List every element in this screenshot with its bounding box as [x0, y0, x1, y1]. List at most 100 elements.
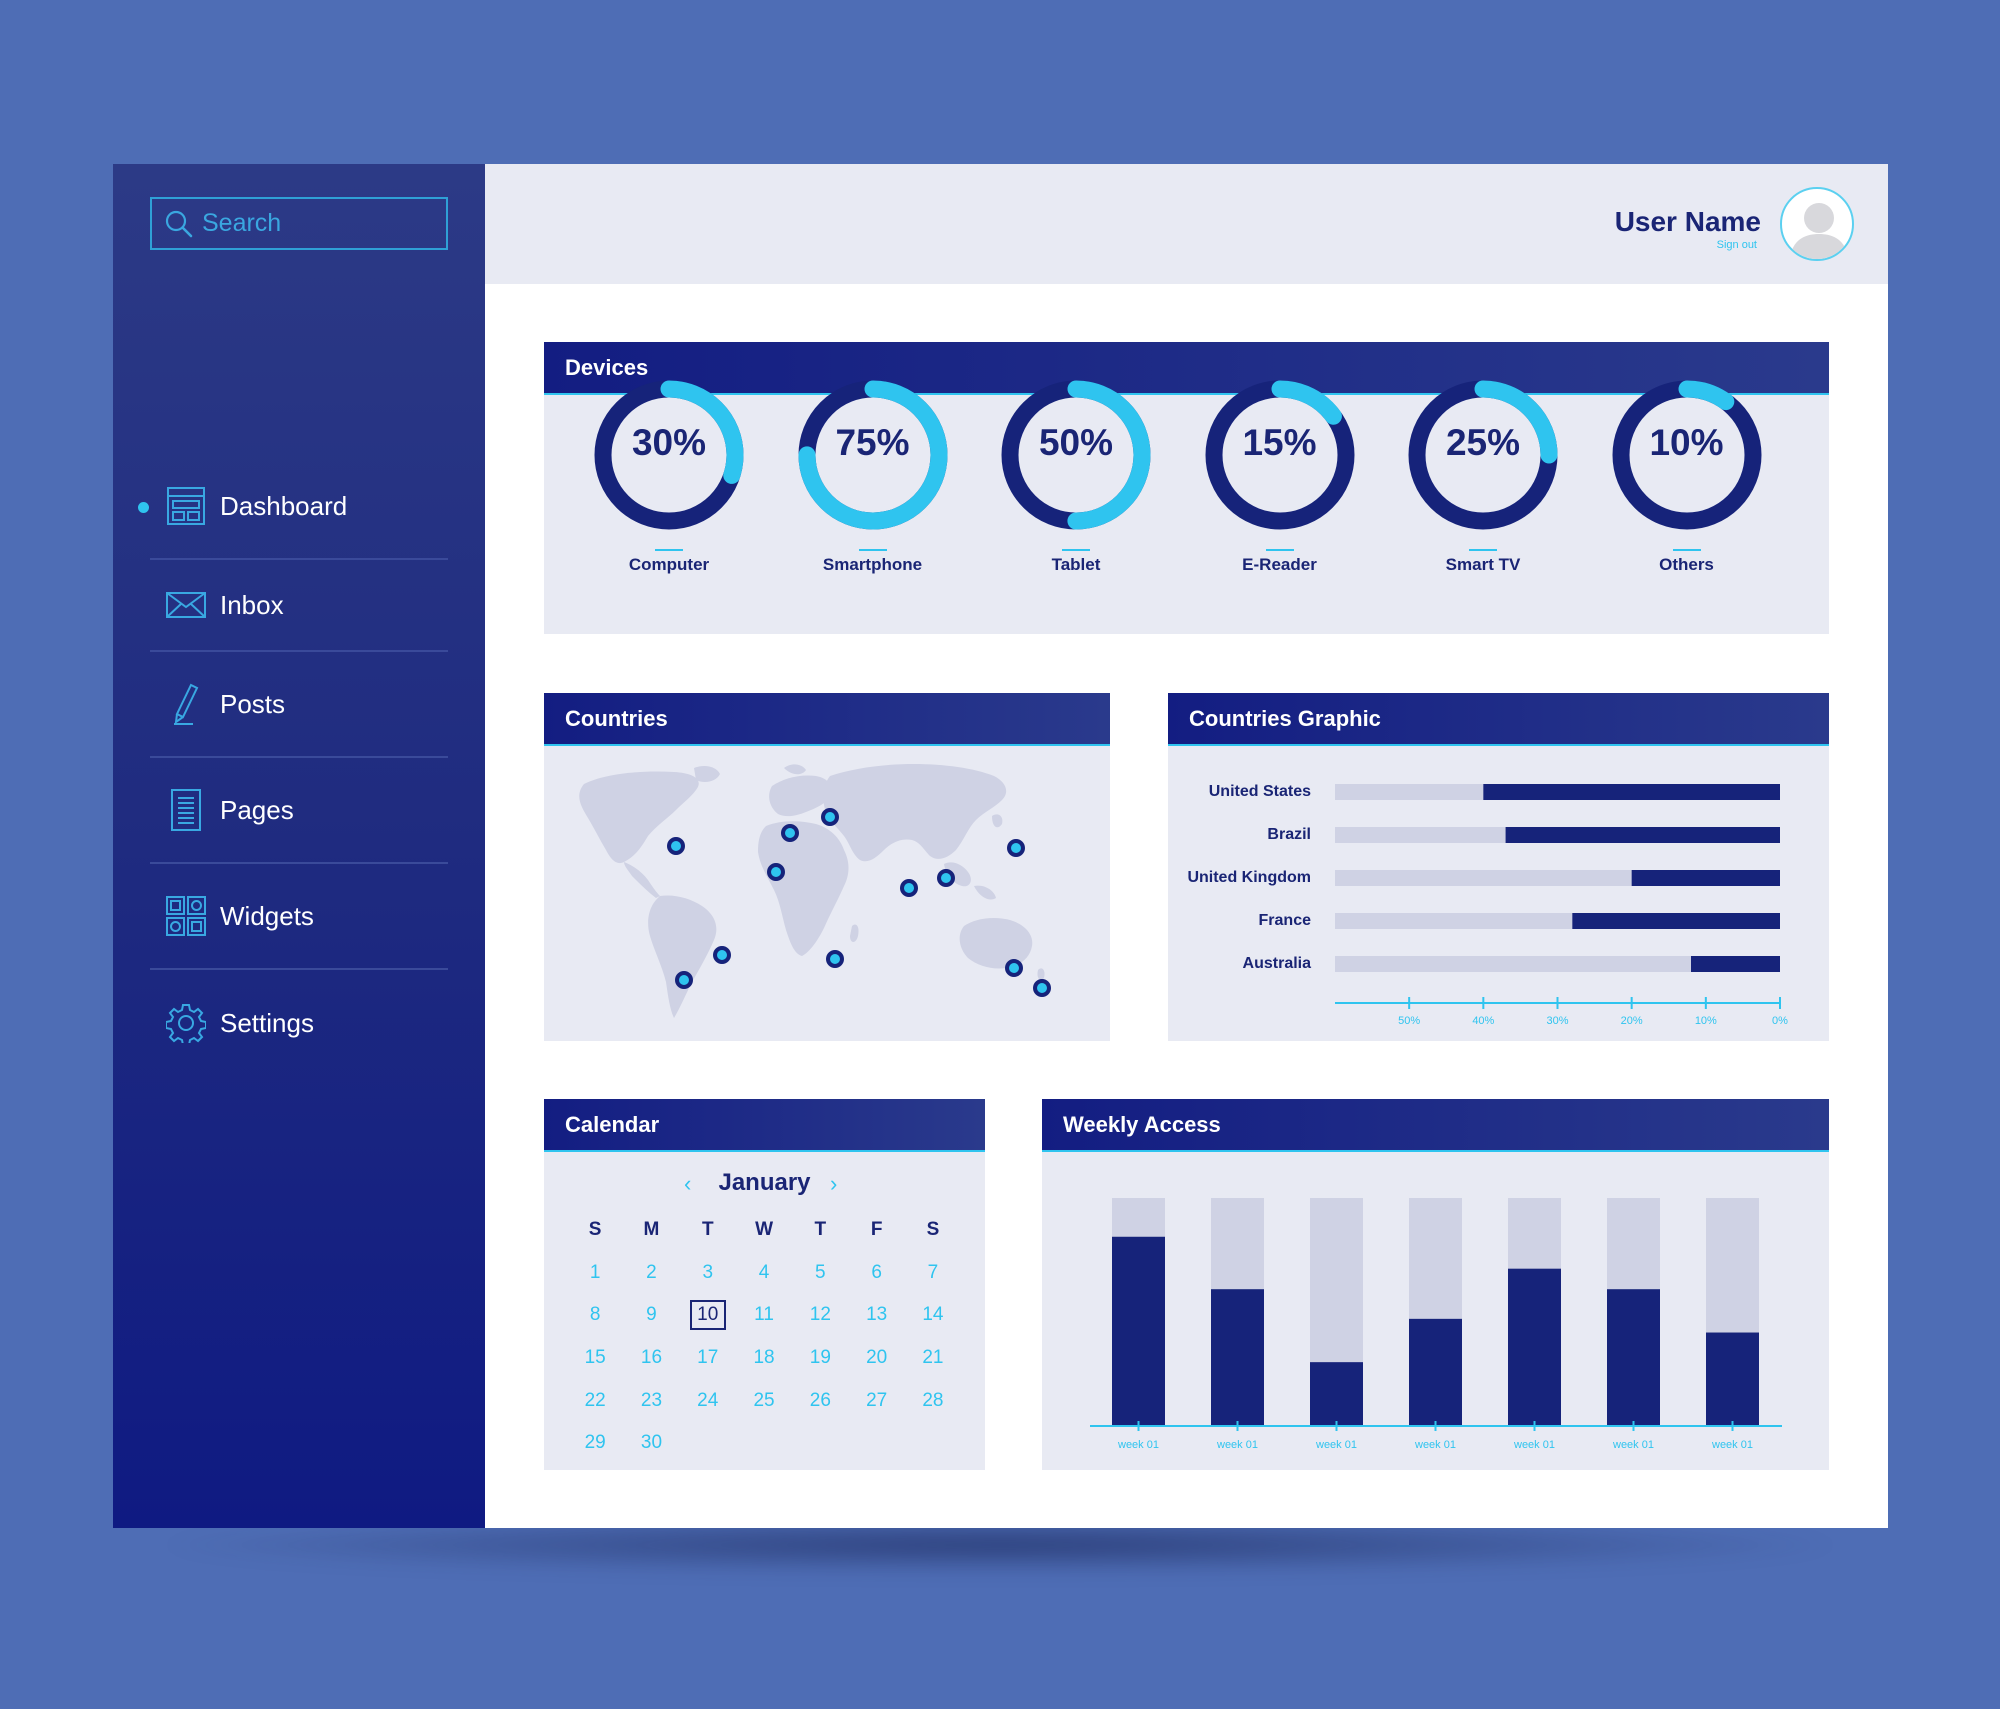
- donut-value-arc: [594, 380, 744, 530]
- calendar-day[interactable]: 5: [815, 1261, 826, 1283]
- map-marker: [675, 971, 693, 989]
- calendar-day[interactable]: 14: [922, 1304, 944, 1326]
- world-map: [579, 764, 1051, 1018]
- widgets-icon: [166, 896, 206, 936]
- sidebar-item-label: Dashboard: [220, 490, 348, 521]
- device-percentage: 15%: [1242, 422, 1317, 463]
- bar-value: [1409, 1318, 1462, 1426]
- devices-panel: Devices 30% Computer 75% Smartphone 50% Table…: [544, 342, 1829, 634]
- donut-value-arc: [1612, 380, 1761, 530]
- calendar-day[interactable]: 17: [697, 1347, 719, 1369]
- bar-value: [1691, 956, 1780, 972]
- calendar-day[interactable]: 26: [809, 1389, 831, 1411]
- donut-value-arc: [1001, 380, 1151, 530]
- sidebar-item-widgets[interactable]: Widgets: [150, 864, 448, 970]
- user-name: User Name: [1614, 206, 1761, 237]
- sidebar-item-pages[interactable]: Pages: [150, 758, 448, 864]
- calendar-day[interactable]: 23: [640, 1389, 663, 1411]
- calendar-day[interactable]: 12: [809, 1304, 831, 1326]
- x-tick-label: 50%: [1398, 1015, 1420, 1027]
- map-marker: [900, 879, 918, 897]
- bar-category-label: Australia: [1243, 955, 1312, 972]
- map-marker: [937, 869, 955, 887]
- calendar-day[interactable]: 4: [758, 1261, 770, 1283]
- calendar-day-header: T: [701, 1219, 714, 1240]
- calendar-day-header: F: [870, 1219, 883, 1240]
- donut-value-arc: [798, 380, 947, 530]
- bar-track: [1335, 956, 1780, 972]
- page-icon: [166, 789, 206, 831]
- calendar-day[interactable]: 28: [922, 1389, 944, 1411]
- calendar-day[interactable]: 15: [584, 1347, 606, 1369]
- top-bar: User Name Sign out: [485, 164, 1888, 284]
- device-label: E-Reader: [1242, 555, 1317, 574]
- sidebar-item-label: Inbox: [220, 589, 284, 620]
- calendar-day-header: W: [755, 1219, 773, 1240]
- sign-out-link[interactable]: Sign out: [1716, 239, 1757, 251]
- bar-value: [1607, 1289, 1660, 1426]
- calendar-day[interactable]: 8: [589, 1304, 601, 1326]
- calendar-day-selected[interactable]: 10: [680, 1299, 736, 1342]
- sidebar-item-inbox[interactable]: Inbox: [150, 560, 448, 652]
- user-avatar-icon: [1790, 203, 1848, 259]
- calendar-day[interactable]: 18: [753, 1347, 775, 1369]
- calendar-day[interactable]: 16: [640, 1347, 663, 1369]
- sidebar-item-label: Posts: [220, 688, 286, 719]
- weekly-access-panel: Weekly Access week 01 week 01 week 01 week …: [1042, 1099, 1829, 1470]
- sidebar-nav: Dashboard Inbox Posts: [138, 454, 448, 1076]
- chevron-right-icon[interactable]: ›: [830, 1171, 838, 1196]
- label-underline: [1265, 549, 1294, 551]
- label-underline: [655, 549, 683, 551]
- calendar-day[interactable]: 25: [753, 1389, 775, 1411]
- calendar-day[interactable]: 9: [646, 1304, 657, 1326]
- x-tick-label: 40%: [1472, 1015, 1494, 1027]
- map-marker: [781, 824, 799, 842]
- x-tick-label: 10%: [1695, 1015, 1717, 1027]
- calendar-day[interactable]: 1: [589, 1261, 601, 1283]
- calendar-day[interactable]: 30: [640, 1432, 663, 1454]
- bar-category-label: United States: [1209, 783, 1311, 800]
- panel-title: Weekly Access: [1042, 1099, 1829, 1152]
- calendar-day[interactable]: 24: [697, 1389, 719, 1411]
- calendar-day[interactable]: 27: [866, 1389, 888, 1411]
- bar-value: [1310, 1362, 1363, 1426]
- bar-value: [1112, 1236, 1165, 1426]
- calendar-day[interactable]: 3: [702, 1261, 714, 1283]
- calendar-day[interactable]: 13: [866, 1304, 888, 1326]
- bar-category-label: Brazil: [1267, 826, 1311, 843]
- search-input[interactable]: [202, 209, 432, 238]
- sidebar-item-posts[interactable]: Posts: [150, 652, 448, 758]
- calendar-day[interactable]: 6: [871, 1261, 882, 1283]
- device-gauge: 25% Smart TV: [1403, 375, 1563, 575]
- calendar-day[interactable]: 19: [809, 1347, 831, 1369]
- donut-value-arc: [1408, 380, 1558, 530]
- map-markers: [667, 808, 1051, 997]
- sidebar-item-settings[interactable]: Settings: [150, 970, 448, 1076]
- calendar-day-header: S: [588, 1219, 602, 1240]
- calendar-day[interactable]: 20: [866, 1347, 888, 1369]
- calendar-day[interactable]: 11: [754, 1304, 774, 1326]
- donut-chart: [1205, 380, 1354, 530]
- label-underline: [1062, 549, 1090, 551]
- dashboard-window: Dashboard Inbox Posts: [113, 164, 1888, 1528]
- mail-icon: [166, 585, 206, 625]
- sidebar-item-dashboard[interactable]: Dashboard: [138, 454, 448, 560]
- bar-value: [1483, 784, 1780, 800]
- pencil-icon: [166, 683, 206, 725]
- calendar-day[interactable]: 22: [584, 1389, 606, 1411]
- avatar[interactable]: [1780, 187, 1854, 261]
- calendar-day[interactable]: 29: [584, 1432, 606, 1454]
- calendar-day[interactable]: 7: [927, 1261, 939, 1283]
- label-underline: [1672, 549, 1701, 551]
- search-box[interactable]: [150, 197, 448, 250]
- calendar-day[interactable]: 2: [646, 1261, 657, 1283]
- calendar-day-header: T: [814, 1219, 827, 1240]
- calendar-day[interactable]: 21: [922, 1347, 944, 1369]
- map-marker: [826, 950, 844, 968]
- chevron-left-icon[interactable]: ‹: [684, 1171, 692, 1196]
- donut-value-arc: [1205, 380, 1354, 530]
- panel-title: Countries: [544, 693, 1110, 746]
- device-gauge: 75% Smartphone: [793, 375, 953, 575]
- calendar-day-header: S: [926, 1219, 940, 1240]
- label-underline: [858, 549, 887, 551]
